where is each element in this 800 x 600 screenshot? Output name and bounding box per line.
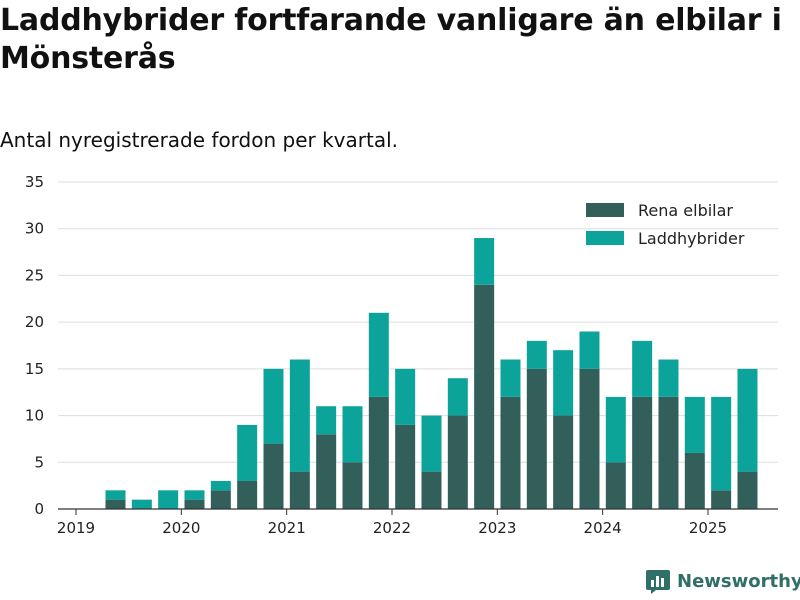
bar-rena-elbilar bbox=[553, 415, 574, 509]
legend-label-rena-elbilar: Rena elbilar bbox=[638, 201, 733, 220]
bar-rena-elbilar bbox=[737, 471, 758, 509]
bar-laddhybrider bbox=[579, 331, 600, 369]
bar-rena-elbilar bbox=[316, 434, 337, 509]
bar-laddhybrider bbox=[131, 499, 152, 509]
x-tick-label: 2022 bbox=[373, 519, 411, 537]
bar-rena-elbilar bbox=[526, 368, 547, 509]
bar-laddhybrider bbox=[658, 359, 679, 397]
bar-rena-elbilar bbox=[421, 471, 442, 509]
y-tick-label: 25 bbox=[25, 266, 44, 284]
bar-laddhybrider bbox=[421, 415, 442, 472]
bar-rena-elbilar bbox=[711, 490, 732, 509]
bar-rena-elbilar bbox=[210, 490, 231, 509]
gridlines bbox=[58, 181, 778, 463]
bar-laddhybrider bbox=[500, 359, 521, 397]
bar-rena-elbilar bbox=[237, 480, 258, 509]
y-tick-label: 15 bbox=[25, 360, 44, 378]
bar-rena-elbilar bbox=[395, 424, 416, 509]
bar-laddhybrider bbox=[737, 368, 758, 472]
bar-rena-elbilar bbox=[658, 396, 679, 509]
bar-laddhybrider bbox=[684, 396, 705, 453]
bar-laddhybrider bbox=[184, 490, 205, 500]
bar-rena-elbilar bbox=[368, 396, 389, 509]
x-axis bbox=[58, 508, 778, 515]
y-tick-label: 20 bbox=[25, 313, 44, 331]
bar-laddhybrider bbox=[158, 490, 179, 509]
bar-laddhybrider bbox=[553, 350, 574, 416]
bar-rena-elbilar bbox=[474, 284, 495, 509]
bar-laddhybrider bbox=[316, 406, 337, 435]
legend-label-laddhybrider: Laddhybrider bbox=[638, 229, 745, 248]
y-axis-tick-labels: 0 5 10 15 20 25 30 35 bbox=[25, 173, 44, 518]
x-tick-label: 2021 bbox=[268, 519, 306, 537]
y-tick-label: 10 bbox=[25, 407, 44, 425]
y-tick-label: 30 bbox=[25, 220, 44, 238]
legend: Rena elbilar Laddhybrider bbox=[586, 201, 745, 248]
brand-name: Newsworthy bbox=[677, 570, 800, 592]
bars bbox=[105, 238, 758, 509]
bar-rena-elbilar bbox=[684, 452, 705, 509]
bar-rena-elbilar bbox=[605, 462, 626, 509]
bar-laddhybrider bbox=[632, 340, 653, 397]
bar-rena-elbilar bbox=[579, 368, 600, 509]
bar-laddhybrider bbox=[368, 312, 389, 397]
bar-laddhybrider bbox=[105, 490, 126, 500]
x-tick-label: 2025 bbox=[689, 519, 727, 537]
newsworthy-icon bbox=[646, 570, 670, 594]
bar-laddhybrider bbox=[447, 378, 468, 416]
bar-laddhybrider bbox=[605, 396, 626, 463]
bar-rena-elbilar bbox=[105, 499, 126, 509]
y-tick-label: 5 bbox=[34, 453, 44, 471]
bar-rena-elbilar bbox=[289, 471, 310, 509]
chart-subtitle: Antal nyregistrerade fordon per kvartal. bbox=[0, 128, 399, 152]
bar-laddhybrider bbox=[474, 238, 495, 285]
newsworthy-logo: Newsworthy bbox=[645, 568, 800, 594]
bar-rena-elbilar bbox=[263, 443, 284, 509]
bar-laddhybrider bbox=[395, 368, 416, 425]
bar-laddhybrider bbox=[342, 406, 363, 463]
x-tick-label: 2023 bbox=[478, 519, 516, 537]
y-tick-label: 35 bbox=[25, 173, 44, 191]
bar-laddhybrider bbox=[289, 359, 310, 472]
bar-laddhybrider bbox=[526, 340, 547, 369]
bar-laddhybrider bbox=[210, 480, 231, 491]
bar-rena-elbilar bbox=[632, 396, 653, 509]
bar-rena-elbilar bbox=[184, 499, 205, 509]
bar-laddhybrider bbox=[263, 368, 284, 444]
bar-rena-elbilar bbox=[500, 396, 521, 509]
x-tick-label: 2024 bbox=[584, 519, 622, 537]
legend-swatch-rena-elbilar bbox=[586, 203, 624, 217]
chart-title: Laddhybrider fortfarande vanligare än el… bbox=[0, 3, 782, 76]
bar-laddhybrider bbox=[711, 396, 732, 491]
bar-laddhybrider bbox=[237, 424, 258, 481]
legend-swatch-laddhybrider bbox=[586, 231, 624, 245]
y-tick-label: 0 bbox=[34, 500, 44, 518]
x-tick-label: 2019 bbox=[57, 519, 95, 537]
bar-rena-elbilar bbox=[447, 415, 468, 509]
x-tick-label: 2020 bbox=[162, 519, 200, 537]
x-axis-tick-labels: 2019 2020 2021 2022 2023 2024 2025 bbox=[57, 519, 727, 537]
bar-rena-elbilar bbox=[342, 462, 363, 509]
